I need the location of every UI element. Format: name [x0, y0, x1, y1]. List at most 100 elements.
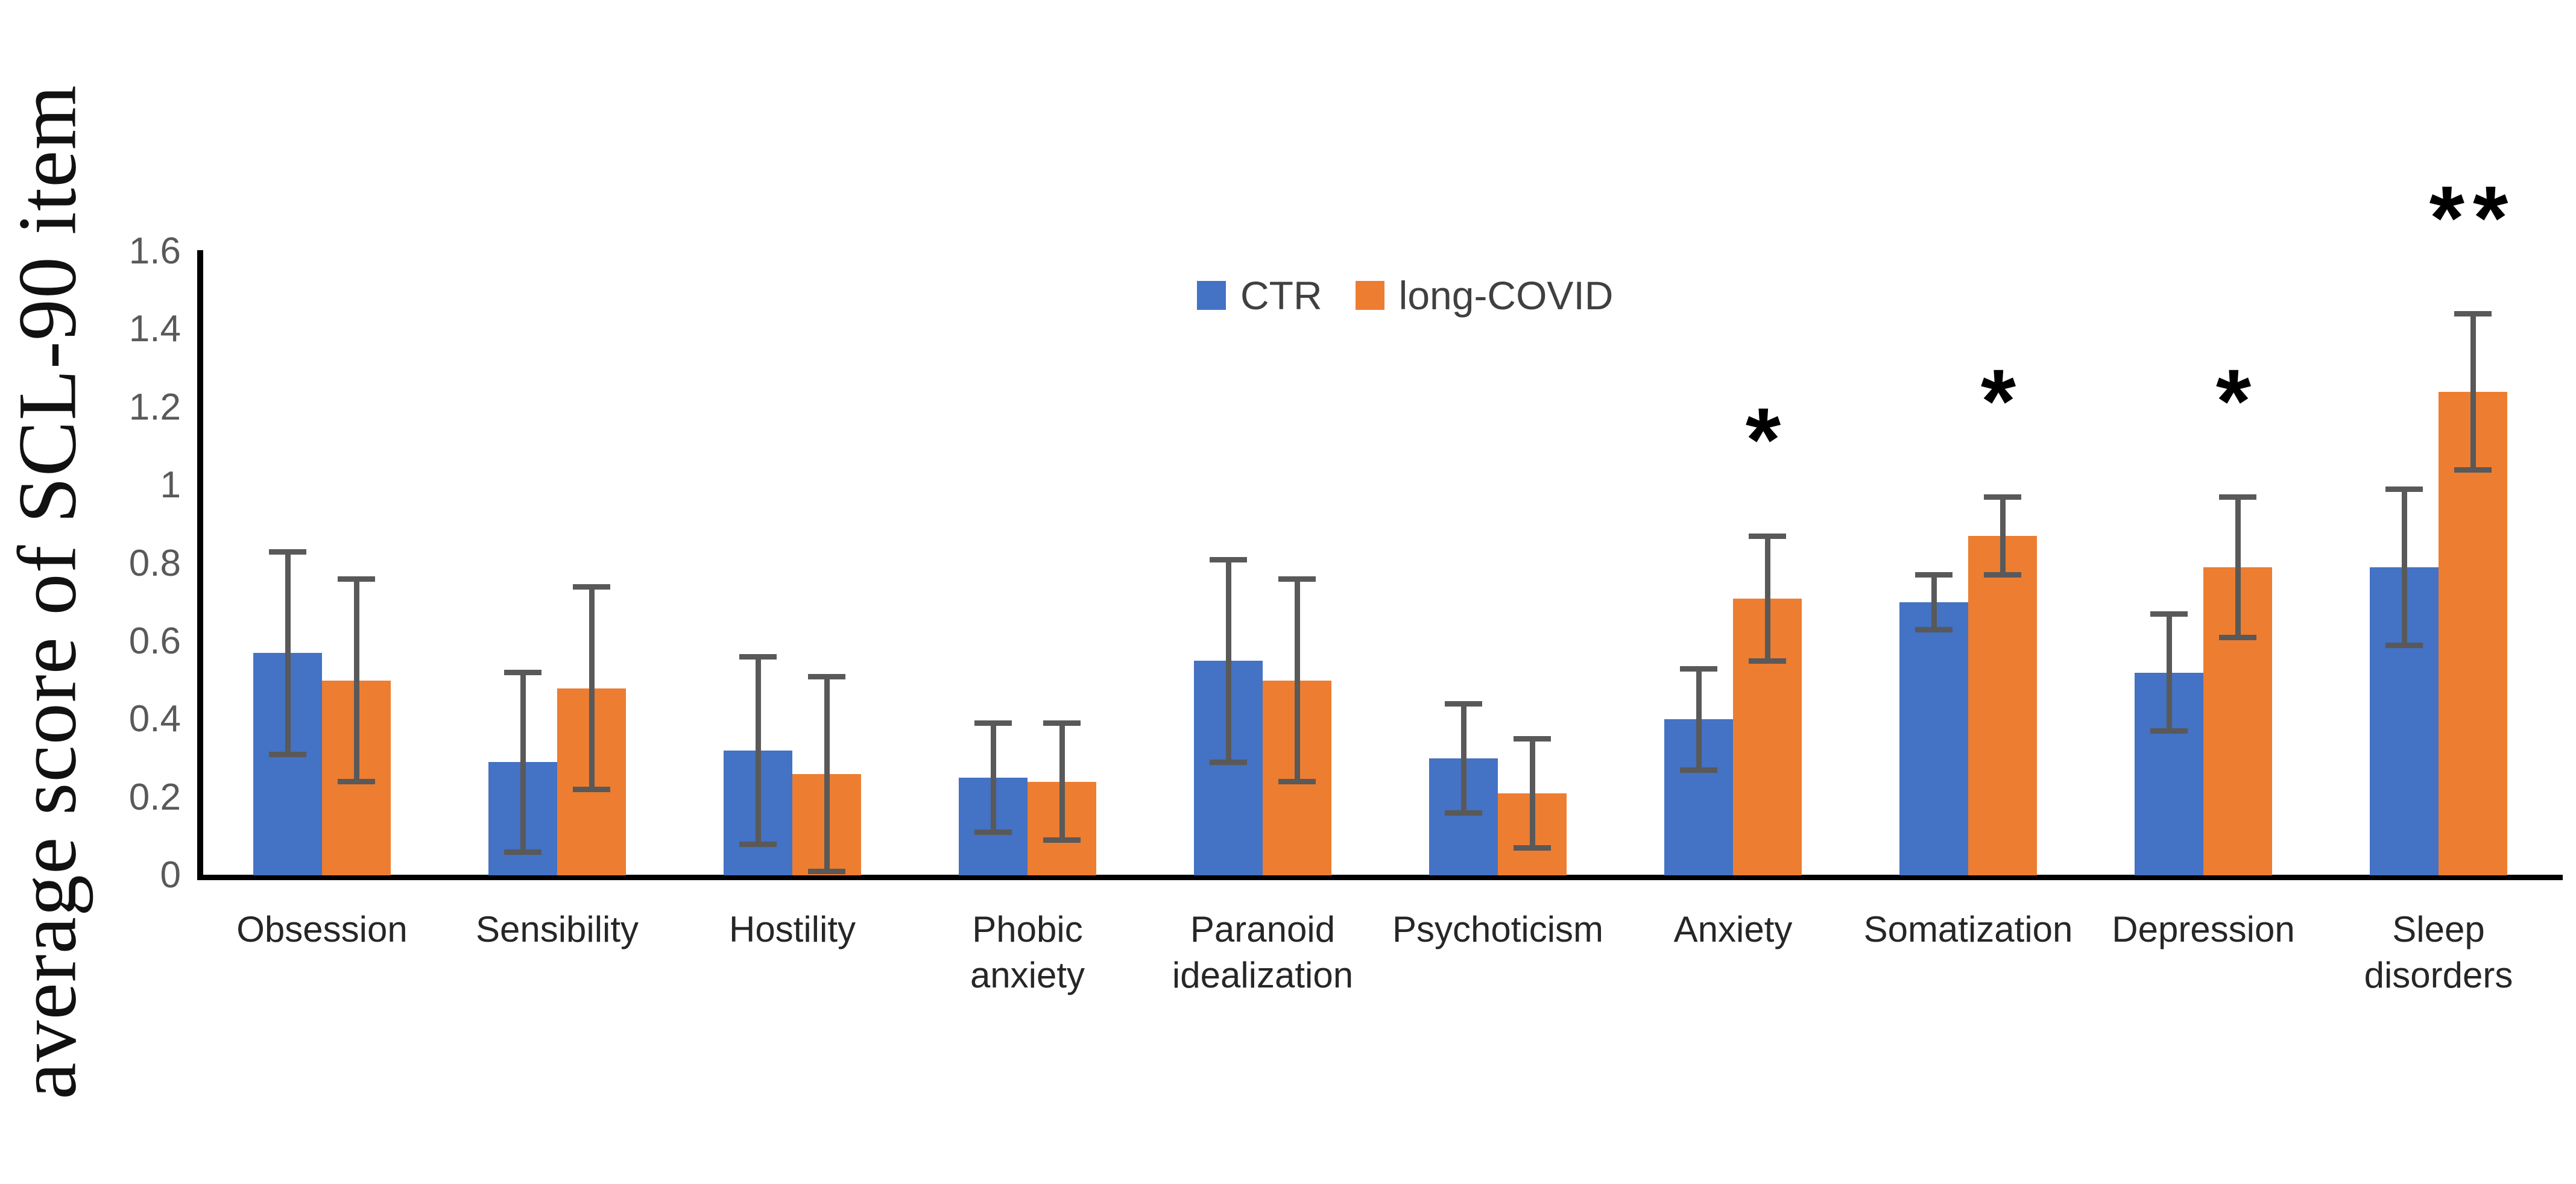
error-bar-cap-top-ctr-sensibility [504, 670, 541, 676]
x-category-label-line: Obsession [236, 909, 408, 949]
error-bar-ctr-depression [2166, 614, 2172, 731]
error-bar-cap-top-ctr-depression [2150, 611, 2188, 617]
x-category-label-depression: Depression [2086, 907, 2321, 953]
error-bar-long-covid-phobic-anxiety [1059, 723, 1065, 840]
y-tick-label-0-2: 0.2 [128, 776, 181, 818]
x-category-label-obsession: Obsession [204, 907, 440, 953]
error-bar-cap-top-long-covid-psychoticism [1514, 736, 1551, 742]
error-bar-cap-top-ctr-sleep-disorders [2385, 487, 2423, 493]
error-bar-long-covid-paranoid-idealization [1294, 579, 1300, 782]
x-category-label-sleep-disorders: Sleep disorders [2321, 907, 2556, 998]
error-bar-cap-bottom-ctr-hostility [739, 841, 777, 847]
x-category-label-sensibility: Sensibility [440, 907, 675, 953]
x-category-label-phobic-anxiety: Phobic anxiety [910, 907, 1145, 998]
error-bar-cap-top-ctr-paranoid-idealization [1210, 556, 1247, 562]
error-bar-ctr-anxiety [1696, 669, 1702, 770]
error-bar-cap-top-long-covid-sensibility [573, 584, 610, 590]
legend-swatch-ctr [1197, 281, 1226, 310]
x-category-label-paranoid-idealization: Paranoid idealization [1145, 907, 1380, 998]
error-bar-ctr-sleep-disorders [2401, 489, 2407, 646]
error-bar-ctr-hostility [755, 657, 761, 845]
error-bar-cap-top-long-covid-somatization [1984, 494, 2021, 500]
x-category-label-line: anxiety [970, 955, 1085, 995]
error-bar-long-covid-depression [2235, 497, 2241, 638]
x-category-label-hostility: Hostility [675, 907, 910, 953]
error-bar-cap-bottom-long-covid-somatization [1984, 572, 2021, 578]
error-bar-cap-bottom-long-covid-sleep-disorders [2454, 467, 2492, 473]
error-bar-cap-top-ctr-psychoticism [1445, 701, 1482, 707]
error-bar-cap-bottom-long-covid-depression [2219, 634, 2256, 640]
x-category-label-line: disorders [2364, 955, 2513, 995]
x-category-label-line: Phobic [972, 909, 1083, 949]
significance-marker-somatization: * [1980, 350, 2025, 452]
error-bar-cap-bottom-ctr-depression [2150, 728, 2188, 734]
error-bar-long-covid-obsession [353, 579, 359, 782]
error-bar-cap-bottom-ctr-anxiety [1680, 767, 1717, 773]
legend-swatch-long-covid [1355, 281, 1384, 310]
error-bar-cap-bottom-long-covid-sensibility [573, 787, 610, 793]
error-bar-ctr-psychoticism [1460, 704, 1466, 813]
x-category-label-line: Sleep [2392, 909, 2485, 949]
x-category-label-line: Somatization [1863, 909, 2073, 949]
x-category-label-line: Psychoticism [1392, 909, 1604, 949]
bar-long-covid-somatization [1968, 536, 2037, 875]
error-bar-ctr-paranoid-idealization [1225, 559, 1231, 763]
x-category-label-line: Hostility [728, 909, 856, 949]
x-category-label-line: Depression [2112, 909, 2295, 949]
error-bar-cap-bottom-ctr-phobic-anxiety [974, 830, 1012, 836]
error-bar-ctr-somatization [1931, 575, 1937, 630]
x-category-label-line: Sensibility [475, 909, 639, 949]
error-bar-cap-top-long-covid-hostility [808, 673, 845, 679]
x-category-label-psychoticism: Psychoticism [1380, 907, 1615, 953]
error-bar-cap-bottom-long-covid-hostility [808, 869, 845, 875]
y-tick-label-0-4: 0.4 [128, 698, 181, 740]
y-tick-label-1-6: 1.6 [128, 230, 181, 272]
error-bar-long-covid-sleep-disorders [2470, 313, 2476, 470]
error-bar-cap-top-long-covid-anxiety [1749, 533, 1786, 539]
error-bar-cap-top-long-covid-sleep-disorders [2454, 311, 2492, 316]
error-bar-ctr-obsession [285, 552, 291, 755]
bar-ctr-somatization [1899, 602, 1968, 875]
y-axis-line [197, 250, 203, 879]
error-bar-ctr-phobic-anxiety [990, 723, 996, 833]
error-bar-ctr-sensibility [520, 672, 526, 852]
significance-marker-sleep-disorders: ** [2429, 166, 2517, 268]
error-bar-cap-top-long-covid-depression [2219, 494, 2256, 500]
error-bar-long-covid-psychoticism [1529, 738, 1535, 848]
y-tick-label-1-2: 1.2 [128, 386, 181, 428]
legend-item-long-covid: long-COVID [1355, 272, 1614, 318]
significance-marker-depression: * [2215, 350, 2260, 452]
error-bar-cap-bottom-ctr-sensibility [504, 849, 541, 855]
x-category-label-line: Paranoid [1190, 909, 1336, 949]
error-bar-cap-top-long-covid-paranoid-idealization [1278, 576, 1316, 582]
legend: CTR long-COVID [1197, 272, 1613, 318]
error-bar-cap-bottom-ctr-psychoticism [1445, 810, 1482, 816]
error-bar-cap-bottom-long-covid-obsession [338, 779, 375, 785]
error-bar-cap-bottom-long-covid-phobic-anxiety [1043, 837, 1081, 843]
error-bar-long-covid-somatization [2000, 497, 2006, 575]
error-bar-cap-top-ctr-phobic-anxiety [974, 720, 1012, 726]
error-bar-cap-bottom-long-covid-paranoid-idealization [1278, 779, 1316, 785]
significance-marker-anxiety: * [1745, 389, 1790, 491]
error-bar-cap-top-ctr-anxiety [1680, 666, 1717, 672]
x-axis-line [197, 875, 2563, 880]
x-category-label-somatization: Somatization [1851, 907, 2086, 953]
error-bar-cap-top-long-covid-phobic-anxiety [1043, 720, 1081, 726]
y-tick-label-0: 0 [160, 854, 181, 896]
x-category-label-line: idealization [1172, 955, 1354, 995]
y-tick-label-1-4: 1.4 [128, 308, 181, 350]
error-bar-cap-bottom-ctr-sleep-disorders [2385, 642, 2423, 648]
legend-label-long-covid: long-COVID [1398, 273, 1614, 318]
x-category-label-anxiety: Anxiety [1615, 907, 1851, 953]
error-bar-cap-bottom-long-covid-anxiety [1749, 658, 1786, 664]
x-category-label-line: Anxiety [1673, 909, 1793, 949]
error-bar-cap-bottom-long-covid-psychoticism [1514, 845, 1551, 851]
legend-item-ctr: CTR [1197, 272, 1322, 318]
error-bar-cap-top-ctr-hostility [739, 654, 777, 660]
error-bar-long-covid-hostility [824, 676, 830, 872]
error-bar-cap-top-long-covid-obsession [338, 576, 375, 582]
error-bar-cap-bottom-ctr-obsession [269, 751, 306, 757]
y-tick-label-1: 1 [160, 464, 181, 506]
error-bar-cap-top-ctr-somatization [1915, 572, 1953, 578]
